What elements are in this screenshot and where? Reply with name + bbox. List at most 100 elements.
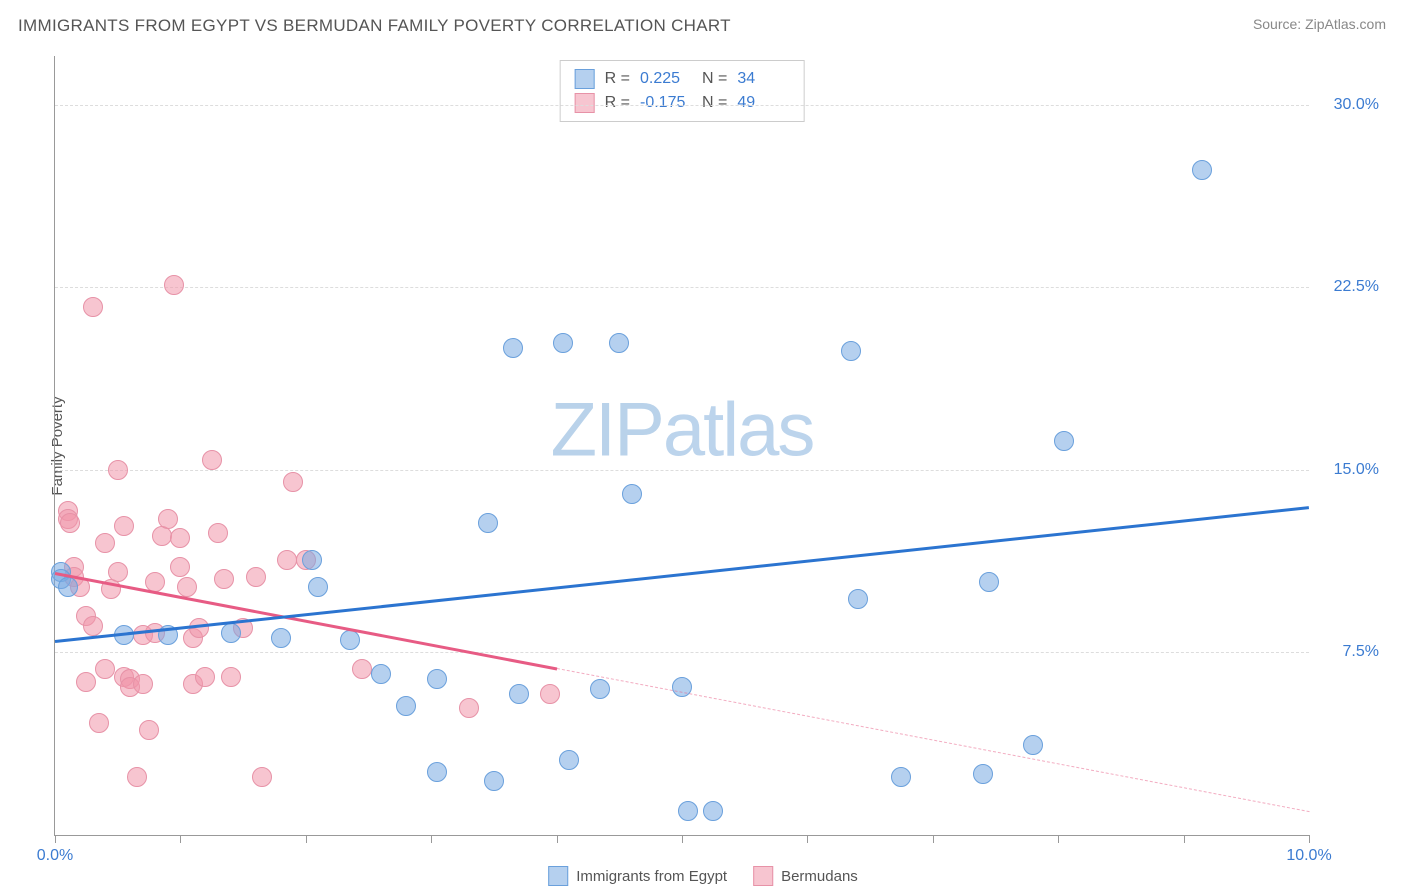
scatter-point-s1 (484, 771, 504, 791)
n-label: N = (702, 70, 727, 88)
scatter-point-s1 (841, 341, 861, 361)
stats-row-s2: R = -0.175 N = 49 (575, 91, 790, 115)
xtick (55, 835, 56, 843)
scatter-point-s2 (139, 720, 159, 740)
xtick (1058, 835, 1059, 843)
legend-swatch-s1 (548, 866, 568, 886)
scatter-point-s1 (678, 801, 698, 821)
xtick (431, 835, 432, 843)
s1-r: 0.225 (640, 70, 692, 88)
legend: Immigrants from Egypt Bermudans (548, 866, 858, 886)
scatter-point-s2 (170, 557, 190, 577)
gridline (55, 287, 1309, 288)
scatter-point-s1 (703, 801, 723, 821)
scatter-point-s2 (459, 698, 479, 718)
trend-line-s1 (55, 506, 1309, 643)
scatter-point-s2 (95, 533, 115, 553)
plot-area: ZIPatlas R = 0.225 N = 34 R = -0.175 N =… (54, 56, 1309, 836)
s2-n: 49 (737, 94, 789, 112)
scatter-point-s2 (158, 509, 178, 529)
scatter-point-s2 (133, 674, 153, 694)
s1-n: 34 (737, 70, 789, 88)
source-label: Source: ZipAtlas.com (1253, 16, 1386, 32)
gridline (55, 470, 1309, 471)
scatter-point-s2 (83, 616, 103, 636)
scatter-point-s1 (848, 589, 868, 609)
ytick-label: 15.0% (1319, 461, 1379, 479)
xtick (306, 835, 307, 843)
xtick (807, 835, 808, 843)
scatter-point-s1 (427, 762, 447, 782)
scatter-point-s2 (246, 567, 266, 587)
scatter-point-s1 (58, 577, 78, 597)
gridline (55, 652, 1309, 653)
scatter-point-s2 (164, 275, 184, 295)
scatter-point-s1 (340, 630, 360, 650)
scatter-point-s1 (302, 550, 322, 570)
scatter-point-s2 (108, 460, 128, 480)
scatter-point-s1 (1023, 735, 1043, 755)
scatter-point-s1 (371, 664, 391, 684)
scatter-point-s2 (195, 667, 215, 687)
scatter-point-s2 (208, 523, 228, 543)
scatter-point-s1 (559, 750, 579, 770)
swatch-s1 (575, 69, 595, 89)
scatter-point-s2 (95, 659, 115, 679)
scatter-point-s1 (509, 684, 529, 704)
scatter-point-s2 (60, 513, 80, 533)
scatter-point-s2 (202, 450, 222, 470)
scatter-point-s2 (283, 472, 303, 492)
scatter-point-s1 (503, 338, 523, 358)
scatter-point-s2 (252, 767, 272, 787)
scatter-point-s2 (114, 516, 134, 536)
scatter-point-s1 (478, 513, 498, 533)
scatter-point-s2 (540, 684, 560, 704)
xtick-label: 10.0% (1286, 847, 1331, 865)
scatter-point-s2 (170, 528, 190, 548)
stats-row-s1: R = 0.225 N = 34 (575, 67, 790, 91)
scatter-point-s1 (609, 333, 629, 353)
trend-line-s2 (55, 572, 557, 670)
xtick (557, 835, 558, 843)
scatter-point-s1 (221, 623, 241, 643)
gridline (55, 105, 1309, 106)
watermark-rest: atlas (663, 387, 814, 472)
scatter-point-s1 (553, 333, 573, 353)
scatter-point-s1 (427, 669, 447, 689)
ytick-label: 22.5% (1319, 278, 1379, 296)
scatter-point-s1 (396, 696, 416, 716)
trend-line-s2 (557, 668, 1310, 812)
chart-title: IMMIGRANTS FROM EGYPT VS BERMUDAN FAMILY… (18, 16, 731, 36)
scatter-point-s2 (214, 569, 234, 589)
legend-item-s2: Bermudans (753, 866, 858, 886)
scatter-point-s2 (108, 562, 128, 582)
xtick (180, 835, 181, 843)
scatter-point-s1 (973, 764, 993, 784)
scatter-point-s1 (979, 572, 999, 592)
xtick (1309, 835, 1310, 843)
scatter-point-s1 (308, 577, 328, 597)
scatter-point-s1 (1192, 160, 1212, 180)
xtick (682, 835, 683, 843)
scatter-point-s2 (177, 577, 197, 597)
watermark: ZIPatlas (551, 386, 814, 473)
xtick-label: 0.0% (37, 847, 73, 865)
watermark-bold: ZIP (551, 387, 663, 472)
scatter-point-s2 (83, 297, 103, 317)
scatter-point-s1 (891, 767, 911, 787)
legend-label-s2: Bermudans (781, 868, 858, 885)
stats-box: R = 0.225 N = 34 R = -0.175 N = 49 (560, 60, 805, 122)
xtick (933, 835, 934, 843)
swatch-s2 (575, 93, 595, 113)
r-label: R = (605, 70, 630, 88)
scatter-point-s1 (622, 484, 642, 504)
scatter-point-s2 (221, 667, 241, 687)
scatter-point-s2 (277, 550, 297, 570)
ytick-label: 30.0% (1319, 96, 1379, 114)
r-label2: R = (605, 94, 630, 112)
scatter-point-s2 (89, 713, 109, 733)
scatter-point-s2 (76, 672, 96, 692)
scatter-point-s1 (590, 679, 610, 699)
scatter-point-s2 (152, 526, 172, 546)
scatter-point-s1 (1054, 431, 1074, 451)
